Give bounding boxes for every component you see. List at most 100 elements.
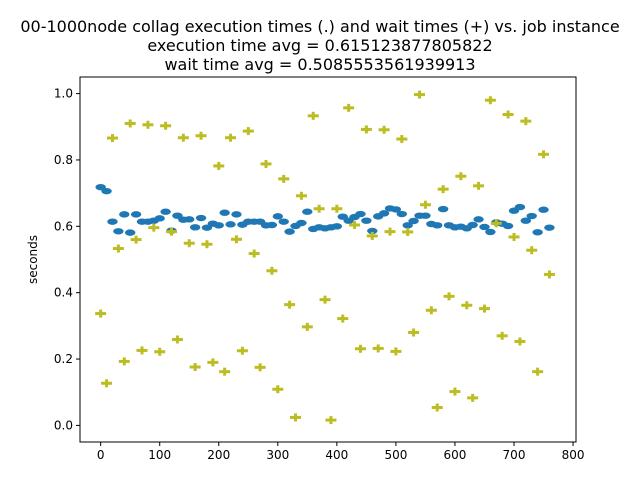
- wait-point: [248, 249, 260, 258]
- y-tick-label: 0.2: [54, 352, 73, 366]
- wait-point: [284, 300, 296, 309]
- y-tick-label: 1.0: [54, 87, 73, 101]
- wait-point: [467, 393, 479, 402]
- wait-point: [290, 413, 302, 422]
- execution-point: [130, 211, 142, 218]
- x-tick-label: 200: [207, 448, 230, 462]
- wait-point: [425, 306, 437, 315]
- execution-point: [485, 228, 496, 236]
- execution-point: [331, 223, 343, 230]
- chart-title: 00-1000node collag execution times (.) a…: [20, 17, 619, 74]
- y-tick-label: 0.0: [54, 418, 73, 432]
- wait-point: [230, 235, 242, 244]
- wait-point: [272, 385, 284, 394]
- wait-point: [408, 328, 420, 337]
- wait-point: [101, 379, 113, 388]
- execution-point: [367, 227, 378, 235]
- execution-point: [520, 217, 532, 224]
- wait-point: [437, 185, 449, 194]
- wait-point: [349, 220, 361, 229]
- execution-point: [296, 219, 307, 227]
- wait-point: [207, 358, 219, 367]
- x-tick-label: 500: [384, 448, 407, 462]
- wait-point: [390, 347, 402, 356]
- wait-point: [225, 133, 237, 142]
- execution-point: [378, 210, 390, 217]
- y-tick-label: 0.4: [54, 286, 73, 300]
- wait-point: [219, 367, 231, 376]
- wait-point: [201, 240, 213, 249]
- wait-point: [431, 403, 443, 412]
- wait-point: [538, 150, 550, 159]
- wait-point: [260, 159, 272, 168]
- series-execution-times: [95, 183, 555, 236]
- wait-point: [236, 346, 248, 355]
- wait-point: [508, 232, 520, 241]
- title-line-3: wait time avg = 0.5085553561939913: [164, 55, 475, 74]
- execution-point: [266, 221, 278, 229]
- wait-point: [295, 191, 307, 200]
- wait-point: [360, 125, 372, 134]
- execution-point: [355, 210, 366, 218]
- wait-point: [112, 244, 124, 253]
- execution-point: [154, 215, 165, 222]
- wait-point: [124, 119, 136, 128]
- y-axis-label: seconds: [26, 235, 40, 284]
- execution-point: [479, 223, 490, 231]
- wait-point: [384, 227, 396, 236]
- x-tick-label: 400: [325, 448, 348, 462]
- wait-point: [337, 314, 349, 323]
- x-tick-label: 800: [562, 448, 585, 462]
- series-wait-times: [95, 90, 555, 425]
- execution-point: [160, 208, 171, 215]
- execution-point: [107, 218, 118, 225]
- execution-point: [101, 187, 112, 195]
- execution-point: [437, 205, 449, 213]
- title-line-2: execution time avg = 0.615123877805822: [147, 36, 492, 55]
- execution-point: [272, 213, 284, 220]
- wait-point: [266, 266, 278, 275]
- wait-point: [160, 121, 172, 130]
- execution-point: [113, 228, 124, 235]
- execution-point: [408, 217, 419, 225]
- wait-point: [543, 270, 555, 279]
- execution-point: [184, 216, 195, 223]
- wait-point: [396, 135, 408, 144]
- title-line-1: 00-1000node collag execution times (.) a…: [20, 17, 619, 36]
- wait-point: [154, 347, 166, 356]
- execution-point: [390, 206, 402, 213]
- x-tick-label: 600: [443, 448, 466, 462]
- execution-point: [284, 228, 295, 235]
- execution-point: [219, 209, 230, 216]
- axes-layer: 0 100 200 300 400 500 600 700 800 0.0 0.2 0.4 0.6 0.8…: [54, 76, 585, 462]
- wait-point: [372, 344, 384, 353]
- wait-point: [118, 357, 130, 366]
- wait-point: [148, 223, 160, 232]
- wait-point: [142, 120, 154, 129]
- execution-point: [189, 224, 201, 231]
- y-tick-label: 0.6: [54, 219, 73, 233]
- execution-point: [213, 222, 224, 229]
- execution-point: [532, 229, 543, 236]
- wait-point: [183, 239, 195, 248]
- wait-point: [195, 131, 207, 140]
- wait-point: [461, 301, 473, 310]
- wait-point: [502, 110, 514, 119]
- wait-point: [313, 204, 325, 213]
- execution-point: [119, 211, 130, 218]
- execution-point: [526, 212, 537, 220]
- wait-point: [171, 335, 183, 344]
- execution-point: [467, 221, 478, 229]
- execution-point: [225, 221, 236, 228]
- wait-point: [414, 90, 426, 99]
- wait-point: [189, 363, 201, 372]
- wait-point: [520, 117, 532, 126]
- wait-point: [490, 219, 502, 228]
- execution-point: [432, 222, 443, 229]
- wait-point: [95, 309, 107, 318]
- x-tick-label: 300: [266, 448, 289, 462]
- wait-point: [484, 96, 496, 105]
- series-layer: [95, 90, 555, 425]
- wait-point: [242, 127, 254, 136]
- wait-point: [177, 133, 189, 142]
